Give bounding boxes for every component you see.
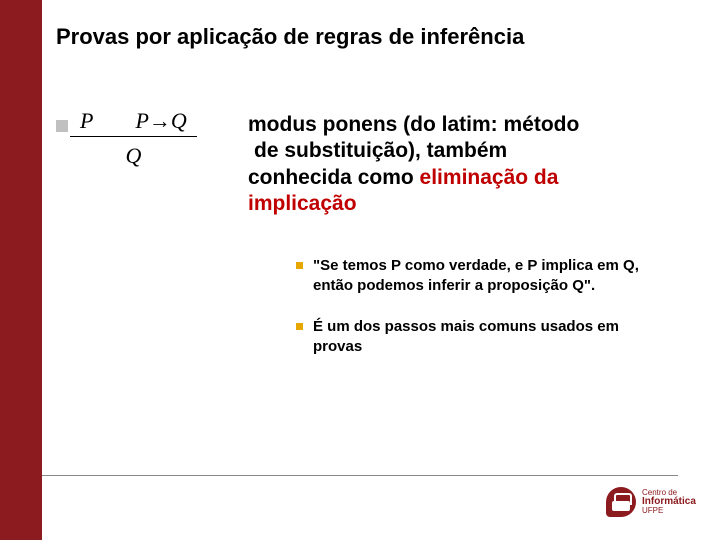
desc-line3-highlight: eliminação da — [420, 166, 559, 189]
premise-p: P — [74, 108, 99, 134]
sub-item-text-1: "Se temos P como verdade, e P implica em… — [313, 256, 666, 295]
premises-row: P P→Q — [70, 108, 197, 137]
divider-line — [42, 475, 678, 476]
bullet-square-icon — [56, 120, 68, 132]
bullet-gold-icon — [296, 262, 303, 269]
premise-p-implies-q: P→Q — [129, 108, 192, 134]
sub-bullet-list: "Se temos P como verdade, e P implica em… — [296, 256, 666, 378]
footer-logo: Centro de Informática UFPE — [606, 482, 696, 522]
sidebar-stripe — [0, 0, 42, 540]
list-item: "Se temos P como verdade, e P implica em… — [296, 256, 666, 295]
rule-description: modus ponens (do latim: método de substi… — [248, 112, 648, 217]
desc-line3: conhecida como — [248, 166, 420, 189]
logo-text: Centro de Informática UFPE — [642, 489, 696, 515]
slide-title: Provas por aplicação de regras de inferê… — [56, 24, 524, 50]
sub-item-text-2: É um dos passos mais comuns usados em pr… — [313, 317, 666, 356]
list-item: É um dos passos mais comuns usados em pr… — [296, 317, 666, 356]
bullet-gold-icon — [296, 323, 303, 330]
slide: Provas por aplicação de regras de inferê… — [0, 0, 720, 540]
desc-line1: modus ponens (do latim: método — [248, 113, 579, 136]
inference-rule: P P→Q Q — [70, 108, 197, 169]
desc-line2: de substituição), também — [248, 139, 507, 162]
desc-line4-highlight: implicação — [248, 192, 357, 215]
fraction-layout: P P→Q Q — [70, 108, 197, 169]
conclusion-q: Q — [70, 137, 197, 169]
logo-sub: UFPE — [642, 506, 663, 515]
logo-icon — [606, 487, 636, 517]
